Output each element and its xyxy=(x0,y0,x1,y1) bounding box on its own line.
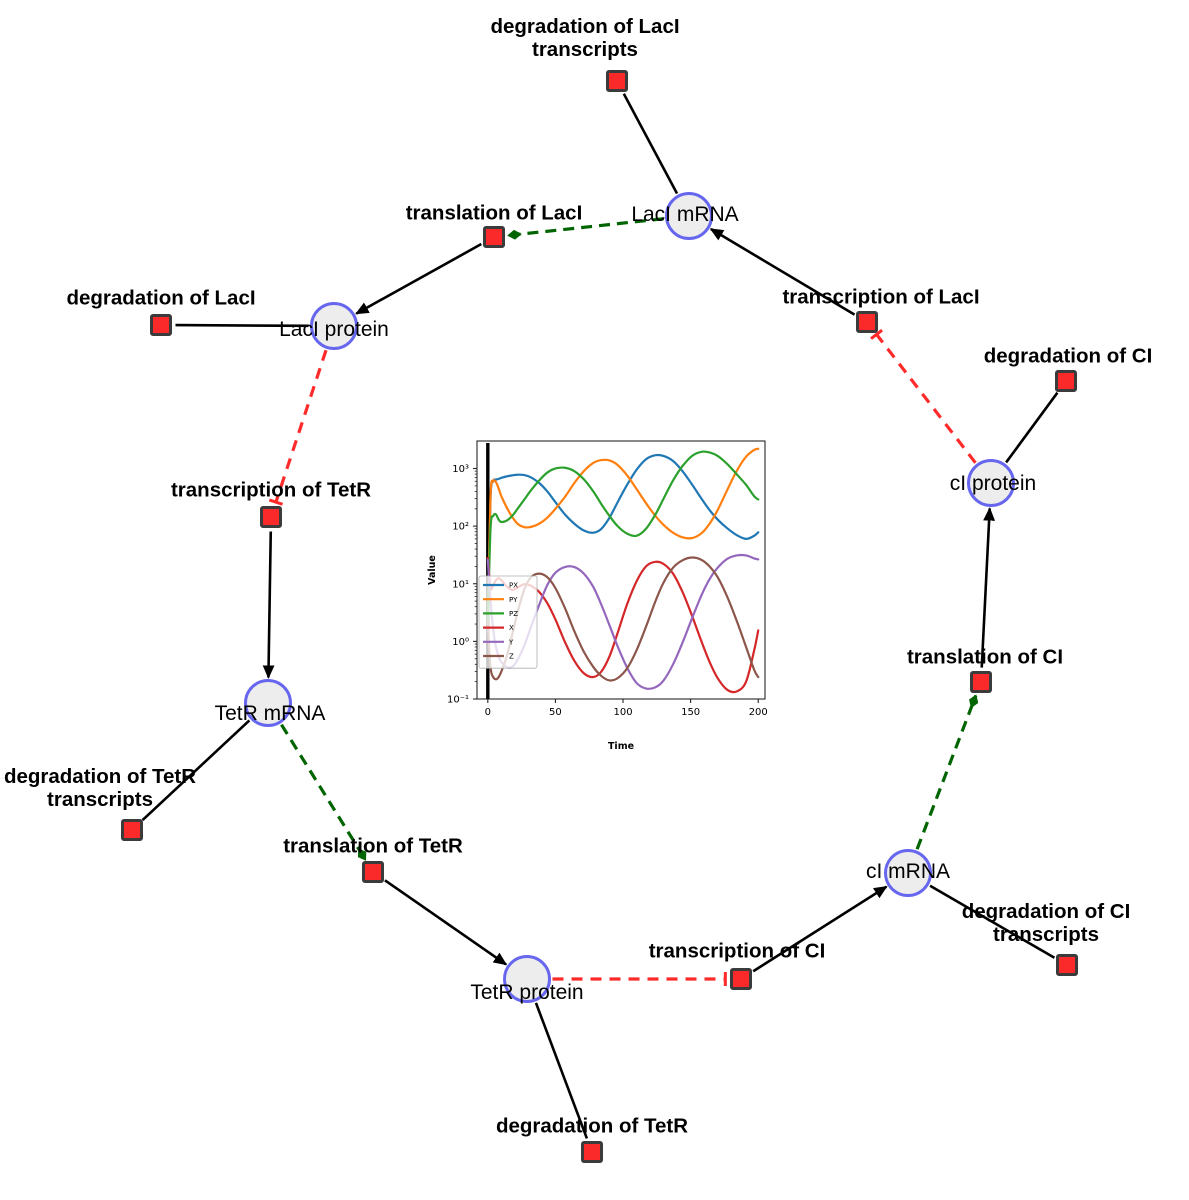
edge-e-transl-ci-in xyxy=(915,694,979,850)
species-node-laci_protein[interactable] xyxy=(310,302,358,350)
legend-label-PX: PX xyxy=(509,582,518,590)
edge-e-inh-laci xyxy=(870,328,977,464)
series-line-PX xyxy=(486,453,760,626)
edge-e-transcr-ci xyxy=(752,885,888,973)
reaction-label-transcr_ci: transcription of CI xyxy=(648,939,826,963)
y-axis-minor-ticks xyxy=(474,470,477,683)
legend-label-PZ: PZ xyxy=(509,610,518,618)
reaction-label-deg_laci: degradation of LacI xyxy=(66,286,256,310)
edges xyxy=(141,93,1059,1139)
series-line-PY xyxy=(486,447,760,626)
reaction-label-transl_laci: translation of LacI xyxy=(405,201,583,225)
edge-e-inh-tetr xyxy=(268,349,328,506)
species-label-laci_protein: LacI protein xyxy=(279,317,389,341)
reaction-node-transcr_laci[interactable] xyxy=(856,311,878,333)
reaction-label-deg_tetr: degradation of TetR xyxy=(495,1114,689,1138)
y-tick-label: 10⁰ xyxy=(452,637,469,648)
edge-e-transl-tetr-out xyxy=(384,879,508,966)
reaction-label-transl_ci: translation of CI xyxy=(906,645,1064,669)
edge-e-transcr-tetr xyxy=(262,531,275,679)
timecourse-inset-plot: 10⁻¹ 10⁰ 10¹ 10² 10³ 0 50 100 150 200 Value Time… xyxy=(417,437,777,759)
species-node-ci_protein[interactable] xyxy=(967,459,1015,507)
legend-label-PY: PY xyxy=(509,596,518,604)
edge-e-deg-tetr-mrna xyxy=(141,719,251,822)
y-tick-label: 10⁻¹ xyxy=(447,695,469,706)
reaction-node-deg_laci[interactable] xyxy=(150,314,172,336)
species-node-laci_mrna[interactable] xyxy=(665,192,713,240)
y-tick-label: 10¹ xyxy=(452,579,469,590)
species-node-ci_mrna[interactable] xyxy=(884,849,932,897)
y-axis-label: Value xyxy=(427,555,438,585)
reaction-label-transcr_laci: transcription of LacI xyxy=(782,285,980,309)
species-label-laci_mrna: LacI mRNA xyxy=(631,202,739,226)
chart-legend: PX PY PZ XYZ xyxy=(478,575,538,669)
species-label-tetr_protein: TetR protein xyxy=(470,980,584,1004)
reaction-label-deg_tetr_transcripts: degradation of TetR transcripts xyxy=(3,765,197,811)
edge-e-deg-ci-mrna xyxy=(929,884,1056,959)
edge-e-transcr-laci xyxy=(709,227,856,316)
reaction-label-deg_ci_transcripts: degradation of CI transcripts xyxy=(961,900,1131,946)
reaction-node-transl_laci[interactable] xyxy=(483,226,505,248)
reaction-node-deg_ci_transcripts[interactable] xyxy=(1056,954,1078,976)
x-axis-label: Time xyxy=(608,741,634,752)
series-line-PZ xyxy=(486,450,760,626)
legend-label-Z: Z xyxy=(509,653,514,661)
reaction-node-transl_ci[interactable] xyxy=(970,671,992,693)
x-axis-ticks: 0 50 100 150 200 xyxy=(485,699,768,718)
reaction-node-transcr_ci[interactable] xyxy=(730,968,752,990)
reaction-node-transl_tetr[interactable] xyxy=(362,861,384,883)
legend-label-X: X xyxy=(509,624,514,632)
x-tick-label: 150 xyxy=(681,707,700,718)
reaction-node-transcr_tetr[interactable] xyxy=(260,506,282,528)
species-label-ci_mrna: cI mRNA xyxy=(866,859,950,883)
reaction-node-deg_tetr[interactable] xyxy=(581,1141,603,1163)
reaction-label-transcr_tetr: transcription of TetR xyxy=(170,478,372,502)
timecourse-svg: 10⁻¹ 10⁰ 10¹ 10² 10³ 0 50 100 150 200 Value Time… xyxy=(427,440,768,752)
reaction-node-deg_tetr_transcripts[interactable] xyxy=(121,819,143,841)
reaction-label-deg_ci: degradation of CI xyxy=(983,344,1153,368)
edge-e-deg-laci xyxy=(175,323,309,328)
reaction-label-transl_tetr: translation of TetR xyxy=(283,834,463,858)
y-axis-ticks: 10⁻¹ 10⁰ 10¹ 10² 10³ xyxy=(447,464,477,706)
y-tick-label: 10³ xyxy=(452,464,469,475)
legend-box xyxy=(478,575,538,669)
legend-label-Y: Y xyxy=(508,638,514,646)
x-tick-label: 100 xyxy=(613,707,632,718)
edge-e-transl-tetr-in xyxy=(280,723,367,861)
edge-e-transl-laci-in xyxy=(507,217,664,240)
reaction-label-deg_laci_transcripts: degradation of LacI transcripts xyxy=(490,15,680,61)
edge-e-deg-laci-mrna xyxy=(622,93,679,195)
edge-e-transl-ci-out xyxy=(980,507,996,668)
reaction-node-deg_ci[interactable] xyxy=(1055,370,1077,392)
edge-e-deg-tetr xyxy=(534,1002,589,1139)
edge-e-deg-ci xyxy=(1005,391,1059,464)
species-node-tetr_protein[interactable] xyxy=(503,955,551,1003)
species-label-ci_protein: cI protein xyxy=(949,471,1037,495)
reaction-node-deg_laci_transcripts[interactable] xyxy=(606,70,628,92)
species-label-tetr_mrna: TetR mRNA xyxy=(214,701,326,725)
x-tick-label: 50 xyxy=(549,707,562,718)
x-tick-label: 200 xyxy=(749,707,768,718)
edge-e-transl-laci-out xyxy=(355,242,482,315)
species-node-tetr_mrna[interactable] xyxy=(244,679,292,727)
x-tick-label: 0 xyxy=(485,707,491,718)
y-tick-label: 10² xyxy=(452,522,469,533)
